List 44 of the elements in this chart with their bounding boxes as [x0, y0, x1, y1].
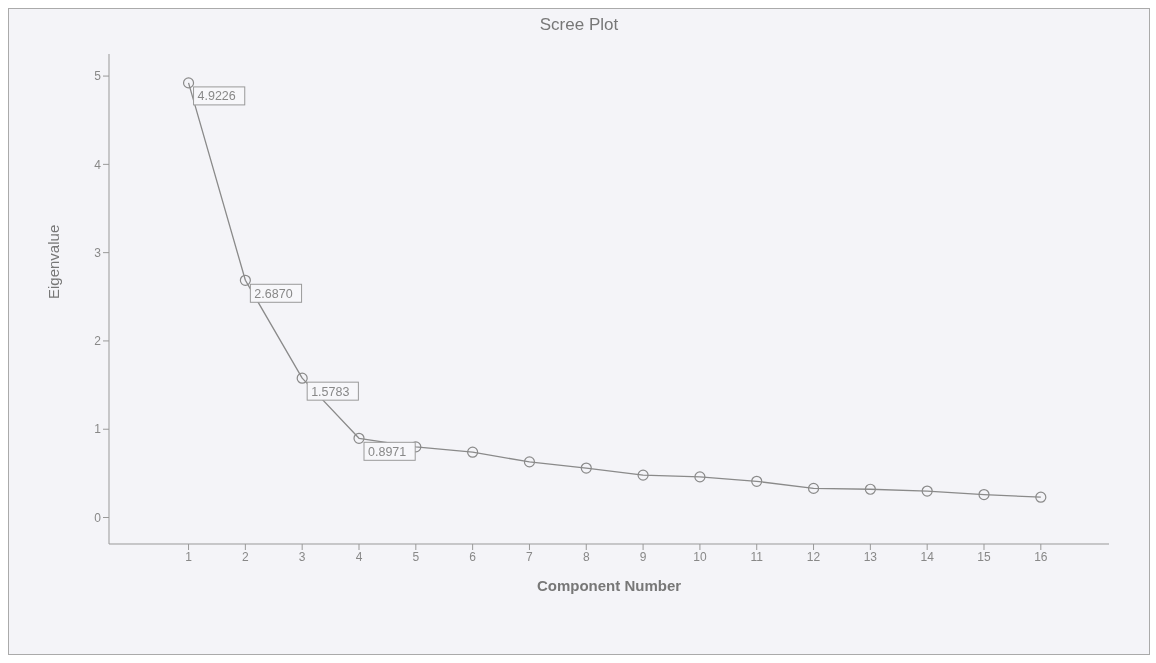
y-axis-title: Eigenvalue [45, 224, 63, 299]
y-tick-label: 2 [94, 334, 102, 349]
x-tick-label: 10 [693, 549, 707, 564]
x-tick-label: 14 [920, 549, 935, 564]
data-label: 4.9226 [197, 89, 236, 104]
x-tick-label: 7 [526, 549, 534, 564]
y-tick-label: 3 [94, 245, 102, 260]
point [182, 77, 195, 89]
y-tick-label: 0 [94, 510, 102, 525]
y-tick-label: 1 [94, 422, 102, 437]
x-tick-label: 5 [412, 549, 420, 564]
point [807, 482, 820, 494]
x-tick-label: 15 [977, 549, 991, 564]
point [751, 475, 763, 487]
point [353, 432, 365, 444]
point [467, 446, 479, 458]
x-tick-label: 2 [242, 549, 250, 564]
point [864, 483, 876, 495]
x-tick-label: 16 [1034, 549, 1048, 564]
x-tick-label: 13 [863, 549, 878, 564]
x-tick-label: 12 [806, 549, 821, 564]
x-axis-title: Component Number [536, 577, 682, 594]
point [239, 274, 251, 286]
point [523, 456, 536, 468]
x-tick-label: 8 [582, 549, 590, 564]
x-tick-label: 9 [639, 549, 647, 564]
point [921, 485, 933, 497]
point [580, 462, 592, 474]
y-tick-label: 4 [94, 157, 102, 172]
point [978, 488, 990, 501]
x-tick-label: 3 [298, 549, 306, 564]
point [694, 471, 706, 483]
x-tick-label: 6 [469, 549, 477, 564]
chart-title: Scree Plot [538, 15, 620, 35]
point [637, 469, 649, 481]
point [296, 372, 308, 384]
point [1035, 491, 1047, 503]
data-label: 2.6870 [254, 286, 293, 301]
x-tick-label: 11 [750, 549, 764, 564]
data-label: 0.8971 [368, 444, 407, 459]
x-tick-label: 4 [355, 549, 363, 564]
y-tick-label: 5 [94, 69, 102, 84]
x-tick-label: 1 [185, 549, 193, 564]
data-label: 1.5783 [311, 384, 350, 399]
